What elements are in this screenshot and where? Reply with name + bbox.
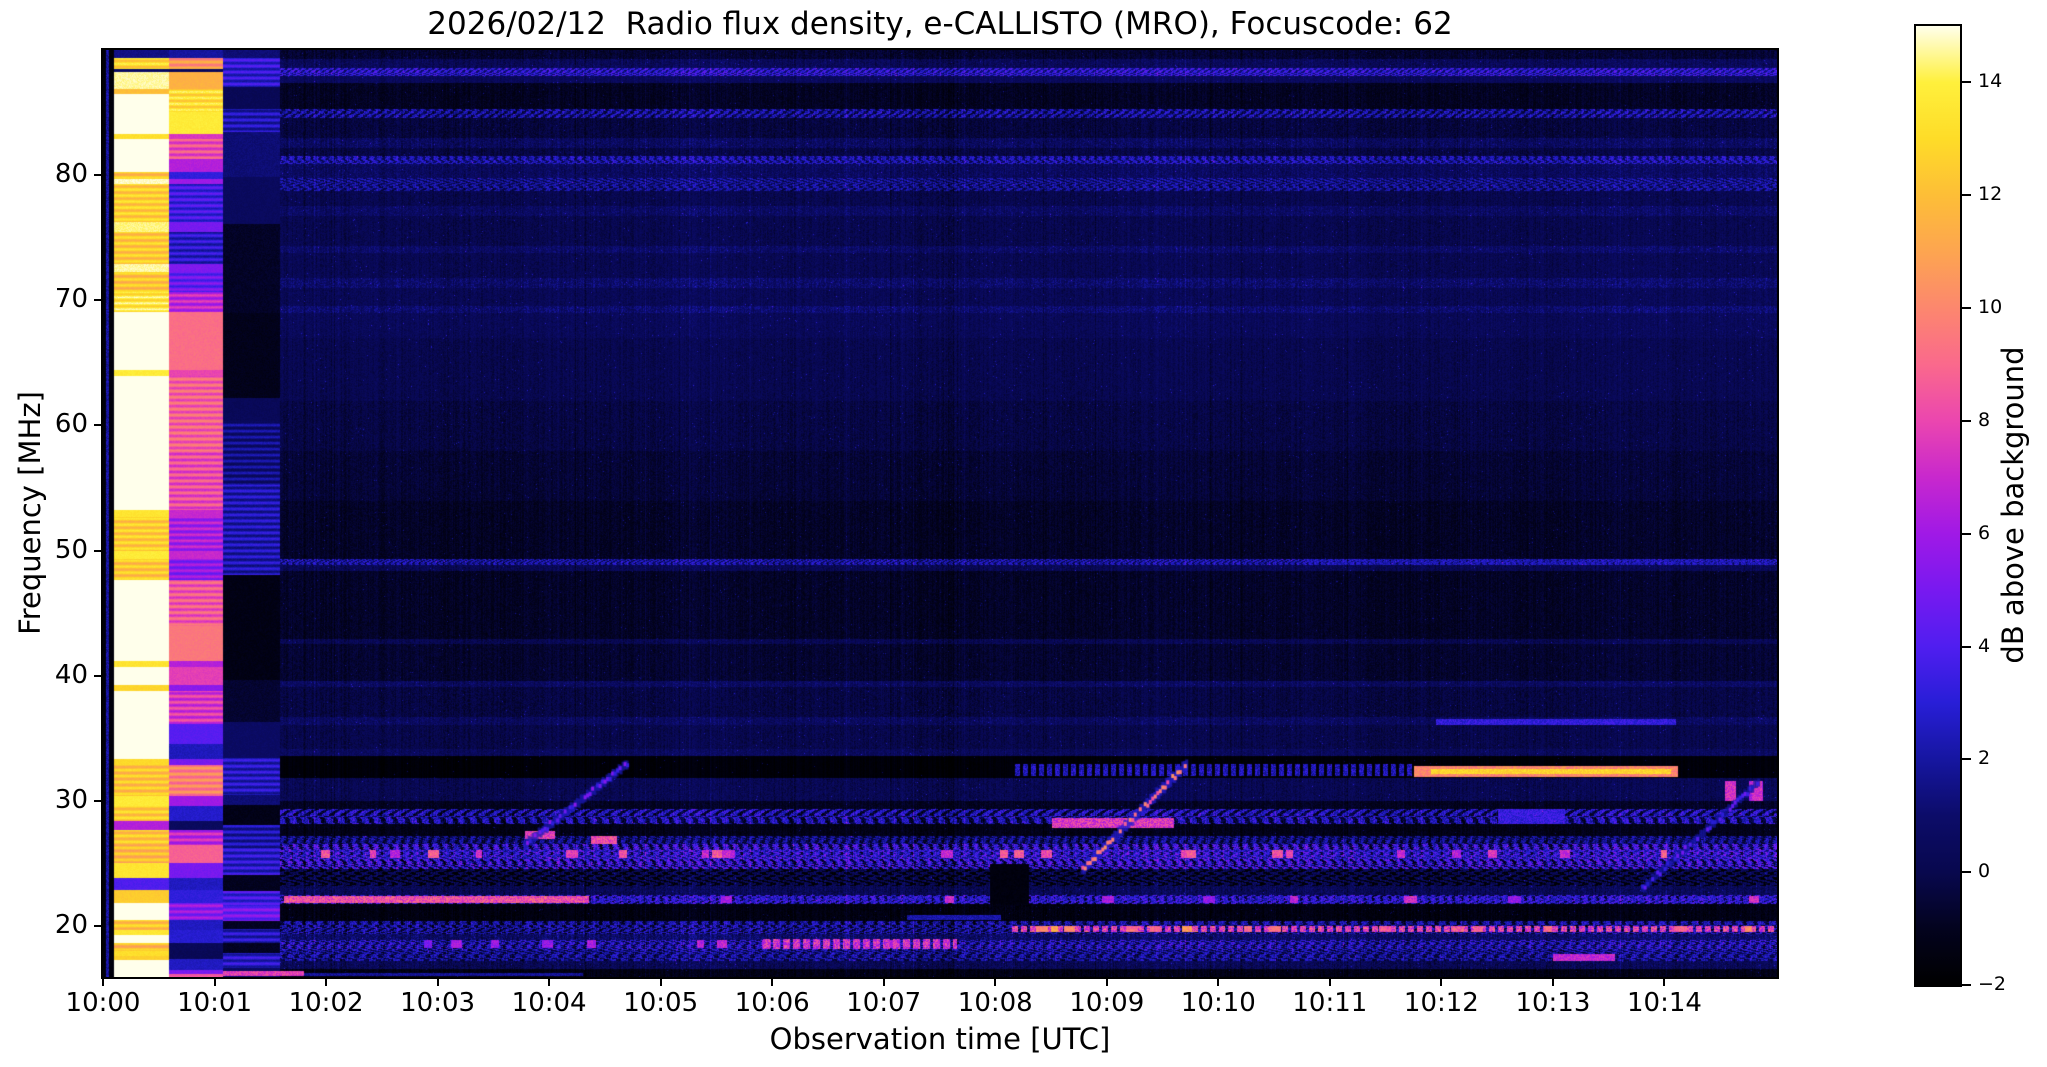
y-tick-mark — [94, 549, 103, 552]
x-tick-mark — [213, 977, 216, 986]
colorbar-tick-mark — [1962, 419, 1971, 422]
y-tick-label: 50 — [54, 534, 88, 565]
x-tick-mark — [436, 977, 439, 986]
y-tick-mark — [94, 299, 103, 302]
y-tick-label: 20 — [54, 909, 88, 940]
colorbar-tick-label: 12 — [1978, 183, 2003, 206]
x-tick-mark — [1551, 977, 1554, 986]
colorbar — [1914, 24, 1962, 987]
y-tick-label: 30 — [54, 784, 88, 815]
x-tick-label: 10:11 — [1292, 988, 1368, 1018]
y-tick-mark — [94, 674, 103, 677]
x-tick-label: 10:01 — [177, 988, 252, 1018]
colorbar-tick-mark — [1962, 871, 1971, 874]
x-tick-mark — [659, 977, 662, 986]
x-tick-mark — [1440, 977, 1443, 986]
x-tick-label: 10:14 — [1626, 988, 1702, 1018]
x-tick-label: 10:00 — [65, 988, 141, 1018]
x-tick-mark — [882, 977, 885, 986]
y-tick-mark — [94, 924, 103, 927]
colorbar-tick-mark — [1962, 645, 1971, 648]
x-tick-label: 10:02 — [288, 988, 364, 1018]
x-tick-mark — [102, 977, 104, 986]
x-tick-label: 10:09 — [1069, 988, 1145, 1018]
x-tick-label: 10:04 — [511, 988, 587, 1018]
x-tick-label: 10:08 — [957, 988, 1033, 1018]
x-tick-mark — [1663, 977, 1666, 986]
colorbar-tick-label: 14 — [1978, 70, 2003, 93]
y-tick-label: 60 — [54, 409, 88, 440]
colorbar-tick-label: −2 — [1978, 973, 2007, 995]
colorbar-tick-label: 10 — [1978, 296, 2003, 319]
x-tick-mark — [1105, 977, 1108, 986]
x-tick-label: 10:06 — [734, 988, 810, 1018]
y-tick-mark — [94, 424, 103, 427]
x-axis-label: Observation time [UTC] — [769, 1022, 1111, 1056]
y-tick-label: 40 — [54, 659, 88, 690]
colorbar-tick-label: 4 — [1978, 634, 1991, 657]
colorbar-tick-mark — [1962, 81, 1971, 84]
x-tick-mark — [771, 977, 774, 986]
x-tick-label: 10:03 — [400, 988, 476, 1018]
colorbar-label: dB above background — [1996, 346, 2030, 664]
colorbar-tick-mark — [1962, 758, 1971, 761]
x-tick-mark — [1328, 977, 1331, 986]
x-tick-mark — [325, 977, 328, 986]
colorbar-tick-mark — [1962, 194, 1971, 197]
colorbar-tick-label: 6 — [1978, 521, 1991, 544]
colorbar-tick-label: 8 — [1978, 408, 1991, 431]
x-tick-label: 10:10 — [1180, 988, 1256, 1018]
x-tick-mark — [994, 977, 997, 986]
colorbar-tick-label: 0 — [1978, 860, 1991, 883]
colorbar-tick-mark — [1962, 532, 1971, 535]
y-tick-label: 80 — [54, 159, 88, 190]
y-tick-mark — [94, 799, 103, 802]
chart-title: 2026/02/12 Radio flux density, e-CALLIST… — [427, 6, 1453, 42]
y-axis-label: Frequency [MHz] — [13, 391, 47, 635]
y-tick-label: 70 — [54, 284, 88, 315]
spectrogram-canvas — [103, 50, 1777, 977]
x-tick-label: 10:07 — [846, 988, 922, 1018]
x-tick-mark — [1217, 977, 1220, 986]
x-tick-label: 10:12 — [1403, 988, 1479, 1018]
y-tick-mark — [94, 174, 103, 177]
x-tick-mark — [548, 977, 551, 986]
x-tick-label: 10:13 — [1515, 988, 1591, 1018]
x-tick-label: 10:05 — [623, 988, 699, 1018]
colorbar-tick-mark — [1962, 307, 1971, 310]
colorbar-tick-mark — [1962, 984, 1971, 986]
colorbar-tick-label: 2 — [1978, 747, 1991, 770]
